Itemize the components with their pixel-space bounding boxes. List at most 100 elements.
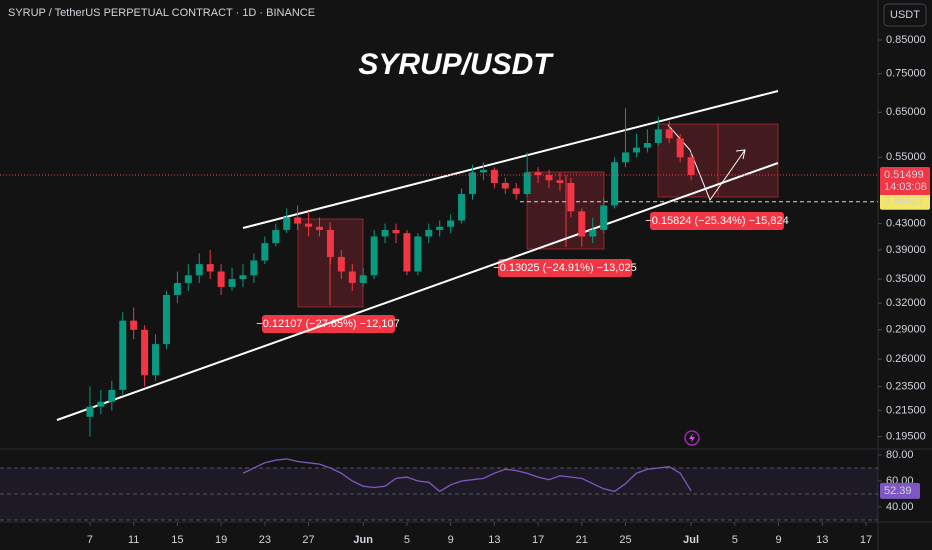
candle-body (228, 279, 236, 287)
candle-body (523, 172, 531, 194)
rsi-tick-label: 80.00 (886, 449, 914, 461)
candle-body (337, 256, 345, 272)
candle-body (86, 406, 94, 417)
candle-body (643, 142, 651, 148)
candle-body (152, 344, 160, 376)
chart-heading: SYRUP/USDT (358, 48, 554, 81)
rsi-value-label: 52.39 (884, 485, 912, 497)
y-tick-label: 0.21500 (886, 404, 926, 416)
y-tick-label: 0.85000 (886, 34, 926, 46)
candle-body (611, 162, 619, 206)
y-tick-label: 0.75000 (886, 68, 926, 80)
candle-body (305, 223, 313, 227)
candle-body (534, 172, 542, 176)
x-tick-label: 5 (404, 534, 410, 546)
candle-body (589, 229, 597, 237)
candle-body (239, 275, 247, 280)
candle-body (119, 320, 127, 390)
currency-button[interactable] (883, 3, 927, 27)
alert-icon[interactable] (684, 430, 700, 446)
x-tick-label: 7 (87, 534, 93, 546)
x-tick-label: 13 (816, 534, 828, 546)
candle-body (108, 389, 116, 402)
x-tick-label: 27 (302, 534, 314, 546)
candle-body (458, 193, 466, 221)
y-tick-label: 0.65000 (886, 106, 926, 118)
candle-body (687, 157, 695, 176)
candle-body (381, 229, 389, 237)
measure-tag (650, 212, 784, 230)
chart-title: SYRUP / TetherUS PERPETUAL CONTRACT · 1D… (8, 7, 315, 19)
candle-body (665, 129, 673, 139)
rsi-value-tag (880, 482, 920, 499)
candle-body (469, 172, 477, 194)
candle-body (490, 169, 498, 183)
candle-body (261, 243, 269, 261)
last-price-label: 0.51499 (884, 169, 924, 181)
y-tick-label: 0.23500 (886, 380, 926, 392)
candle-body (130, 320, 138, 330)
candle-body (206, 264, 214, 272)
rsi-line (242, 458, 692, 493)
candle-body (436, 226, 444, 230)
x-tick-label: 9 (448, 534, 454, 546)
trend-line-upper (242, 90, 779, 229)
x-tick-label: 13 (488, 534, 500, 546)
candle-body (632, 147, 640, 153)
countdown-label: 14:03:08 (884, 181, 927, 193)
candle-body (545, 175, 553, 181)
x-tick-label: 5 (732, 534, 738, 546)
candle-body (447, 220, 455, 227)
rsi-tick-label: 40.00 (886, 501, 914, 513)
candle-body (512, 188, 520, 194)
y-tick-label: 0.32000 (886, 297, 926, 309)
candle-body (479, 169, 487, 173)
candle-body (600, 205, 608, 230)
candle-body (676, 138, 684, 158)
candle-body (392, 229, 400, 234)
candle-body (359, 275, 367, 283)
candle-body (315, 226, 323, 230)
x-tick-label: Jun (353, 534, 373, 546)
last-price-tag (880, 167, 930, 196)
candle-body (294, 217, 302, 224)
candle-body (501, 182, 509, 189)
measure-label: −0.15824 (−25.34%) −15,824 (645, 215, 788, 227)
marker-price-tag (880, 193, 930, 210)
trend-line-lower (56, 162, 779, 421)
candle-body (425, 229, 433, 237)
y-tick-label: 0.19500 (886, 431, 926, 443)
candle-body (283, 217, 291, 230)
y-tick-label: 0.35000 (886, 273, 926, 285)
x-tick-label: 15 (171, 534, 183, 546)
projection-arrowhead (735, 149, 746, 160)
candle-body (272, 229, 280, 244)
candle-body (403, 233, 411, 272)
candle-body (97, 401, 105, 407)
x-tick-label: Jul (683, 534, 699, 546)
x-tick-label: 23 (259, 534, 271, 546)
marker-price-label: 0.46627 (884, 196, 924, 208)
y-tick-label: 0.55000 (886, 151, 926, 163)
x-tick-label: 17 (860, 534, 872, 546)
x-tick-label: 11 (128, 534, 139, 546)
currency-label[interactable]: USDT (890, 9, 920, 21)
candle-body (162, 294, 170, 345)
measure-tag (498, 259, 632, 277)
candle-body (654, 129, 662, 143)
candle-body (556, 180, 564, 183)
candle-body (141, 329, 149, 376)
candle-body (217, 271, 225, 287)
measure-box-3: −0.15824 (−25.34%) −15,824 (645, 123, 789, 230)
candle-body (348, 271, 356, 283)
x-tick-label: 17 (532, 534, 544, 546)
candle-body (414, 236, 422, 272)
measure-label: −0.13025 (−24.91%) −13,025 (493, 262, 636, 274)
y-tick-label: 0.43000 (886, 218, 926, 230)
x-tick-label: 19 (215, 534, 227, 546)
x-tick-label: 21 (576, 534, 588, 546)
candle-body (195, 264, 203, 276)
candle-body (184, 275, 192, 283)
alert-icon-bolt (689, 433, 695, 443)
